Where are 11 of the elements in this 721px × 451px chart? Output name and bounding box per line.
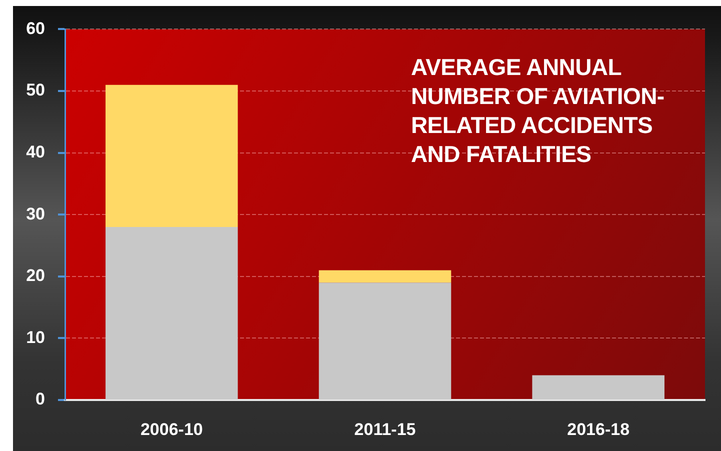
y-tick-label: 10: [26, 328, 45, 347]
y-tick-label: 50: [26, 80, 45, 100]
text: AVERAGE ANNUAL NUMBER OF AVIATION-RELATED ACCIDENTS AND FATALITIES: [411, 53, 666, 169]
y-tick-label: 60: [26, 18, 45, 38]
x-tick-label: 2006-10: [140, 420, 203, 439]
x-tick-label: 2016-18: [567, 420, 630, 439]
y-tick-label: 30: [26, 204, 45, 224]
x-tick-label: 2011-15: [354, 420, 416, 439]
y-tick-label: 20: [26, 266, 45, 286]
y-tick-label: 40: [26, 142, 45, 162]
y-tick-label: 0: [36, 390, 45, 409]
